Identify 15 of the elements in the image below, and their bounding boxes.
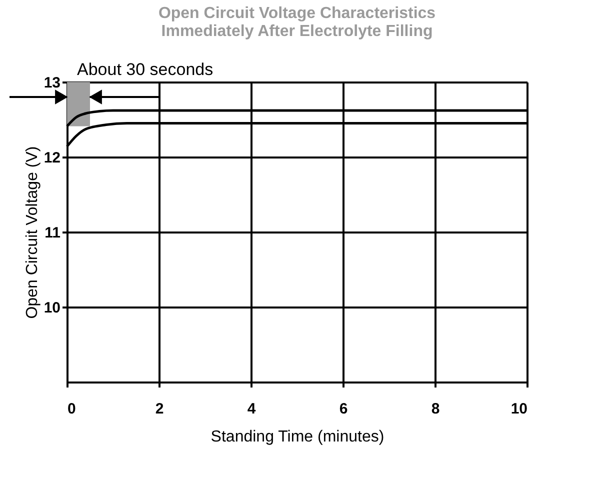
y-tick-label: 11 [44, 224, 60, 242]
y-axis-title: Open Circuit Voltage (V) [24, 146, 41, 319]
text: Immediately After Electrolyte Filling [161, 23, 433, 40]
x-tick-label: 4 [247, 400, 256, 418]
x-tick-label: 2 [155, 400, 164, 418]
y-tick-label: 10 [44, 300, 60, 316]
y-tick-label: 13 [44, 74, 60, 92]
band-label: About 30 seconds [77, 60, 214, 79]
x-axis-title: Standing Time (minutes) [210, 428, 384, 446]
x-tick-label: 6 [339, 400, 348, 418]
x-tick-label: 10 [510, 400, 528, 418]
x-tick-label: 0 [68, 400, 76, 418]
y-tick-label: 12 [44, 150, 60, 166]
text: Open Circuit Voltage Characteristics [158, 5, 436, 22]
x-tick-label: 8 [431, 400, 440, 418]
